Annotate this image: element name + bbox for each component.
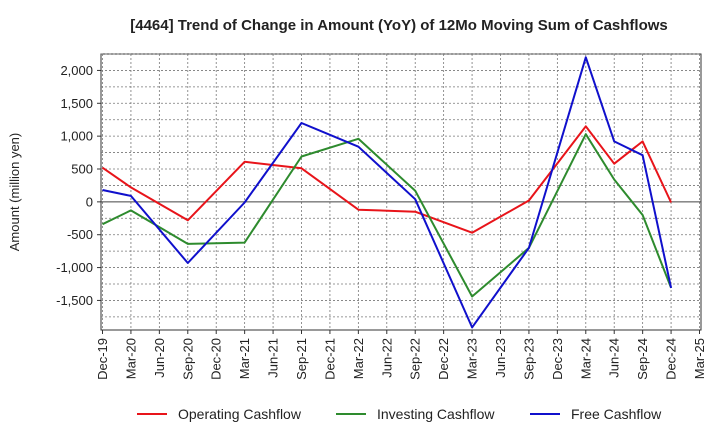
x-tick-label: Jun-21	[266, 338, 281, 378]
y-tick-label: -500	[67, 227, 93, 242]
y-axis-ticks: 2,000 1,500 1,000 500 0 -500 -1,000 -1,500	[56, 63, 101, 308]
x-tick-label: Mar-24	[578, 338, 593, 379]
legend-label-free-cashflow: Free Cashflow	[571, 406, 662, 422]
x-tick-label: Jun-22	[379, 338, 394, 378]
legend-label-operating-cashflow: Operating Cashflow	[178, 406, 302, 422]
plot-area	[100, 53, 702, 331]
x-tick-label: Mar-25	[692, 338, 707, 379]
plot-frame	[100, 53, 702, 331]
x-tick-label: Mar-21	[237, 338, 252, 379]
grid-lines	[101, 53, 701, 330]
legend: Operating Cashflow Investing Cashflow Free…	[137, 406, 662, 422]
y-tick-label: 1,500	[60, 96, 93, 111]
y-tick-label: 500	[71, 162, 93, 177]
x-tick-label: Sep-24	[635, 338, 650, 380]
y-tick-label: -1,000	[56, 260, 93, 275]
legend-label-investing-cashflow: Investing Cashflow	[377, 406, 495, 422]
x-tick-label: Sep-22	[408, 338, 423, 380]
chart-title: [4464] Trend of Change in Amount (YoY) o…	[130, 17, 668, 34]
x-tick-label: Sep-21	[294, 338, 309, 380]
x-tick-label: Dec-22	[436, 338, 451, 380]
x-tick-label: Jun-23	[493, 338, 508, 378]
x-tick-label: Sep-20	[180, 338, 195, 380]
x-axis-ticks: Dec-19 Mar-20 Jun-20 Sep-20 Dec-20 Mar-21 Jun-…	[95, 330, 707, 380]
y-tick-label: 1,000	[60, 129, 93, 144]
x-tick-label: Dec-24	[664, 338, 679, 380]
x-tick-label: Dec-21	[322, 338, 337, 380]
x-tick-label: Jun-24	[607, 338, 622, 378]
series-line-operating-cashflow	[101, 125, 673, 234]
series-lines	[101, 56, 673, 329]
x-tick-label: Mar-23	[465, 338, 480, 379]
y-tick-label: -1,500	[56, 293, 93, 308]
x-tick-label: Dec-23	[550, 338, 565, 380]
y-tick-label: 0	[86, 194, 93, 209]
y-axis-label: Amount (million yen)	[7, 133, 22, 252]
x-tick-label: Jun-20	[152, 338, 167, 378]
x-tick-label: Mar-20	[123, 338, 138, 379]
x-tick-label: Dec-20	[209, 338, 224, 380]
y-tick-label: 2,000	[60, 63, 93, 78]
series-line-free-cashflow	[102, 56, 673, 329]
x-tick-label: Dec-19	[95, 338, 110, 380]
x-tick-label: Mar-22	[351, 338, 366, 379]
series-line-investing-cashflow	[102, 133, 673, 298]
x-tick-label: Sep-23	[521, 338, 536, 380]
